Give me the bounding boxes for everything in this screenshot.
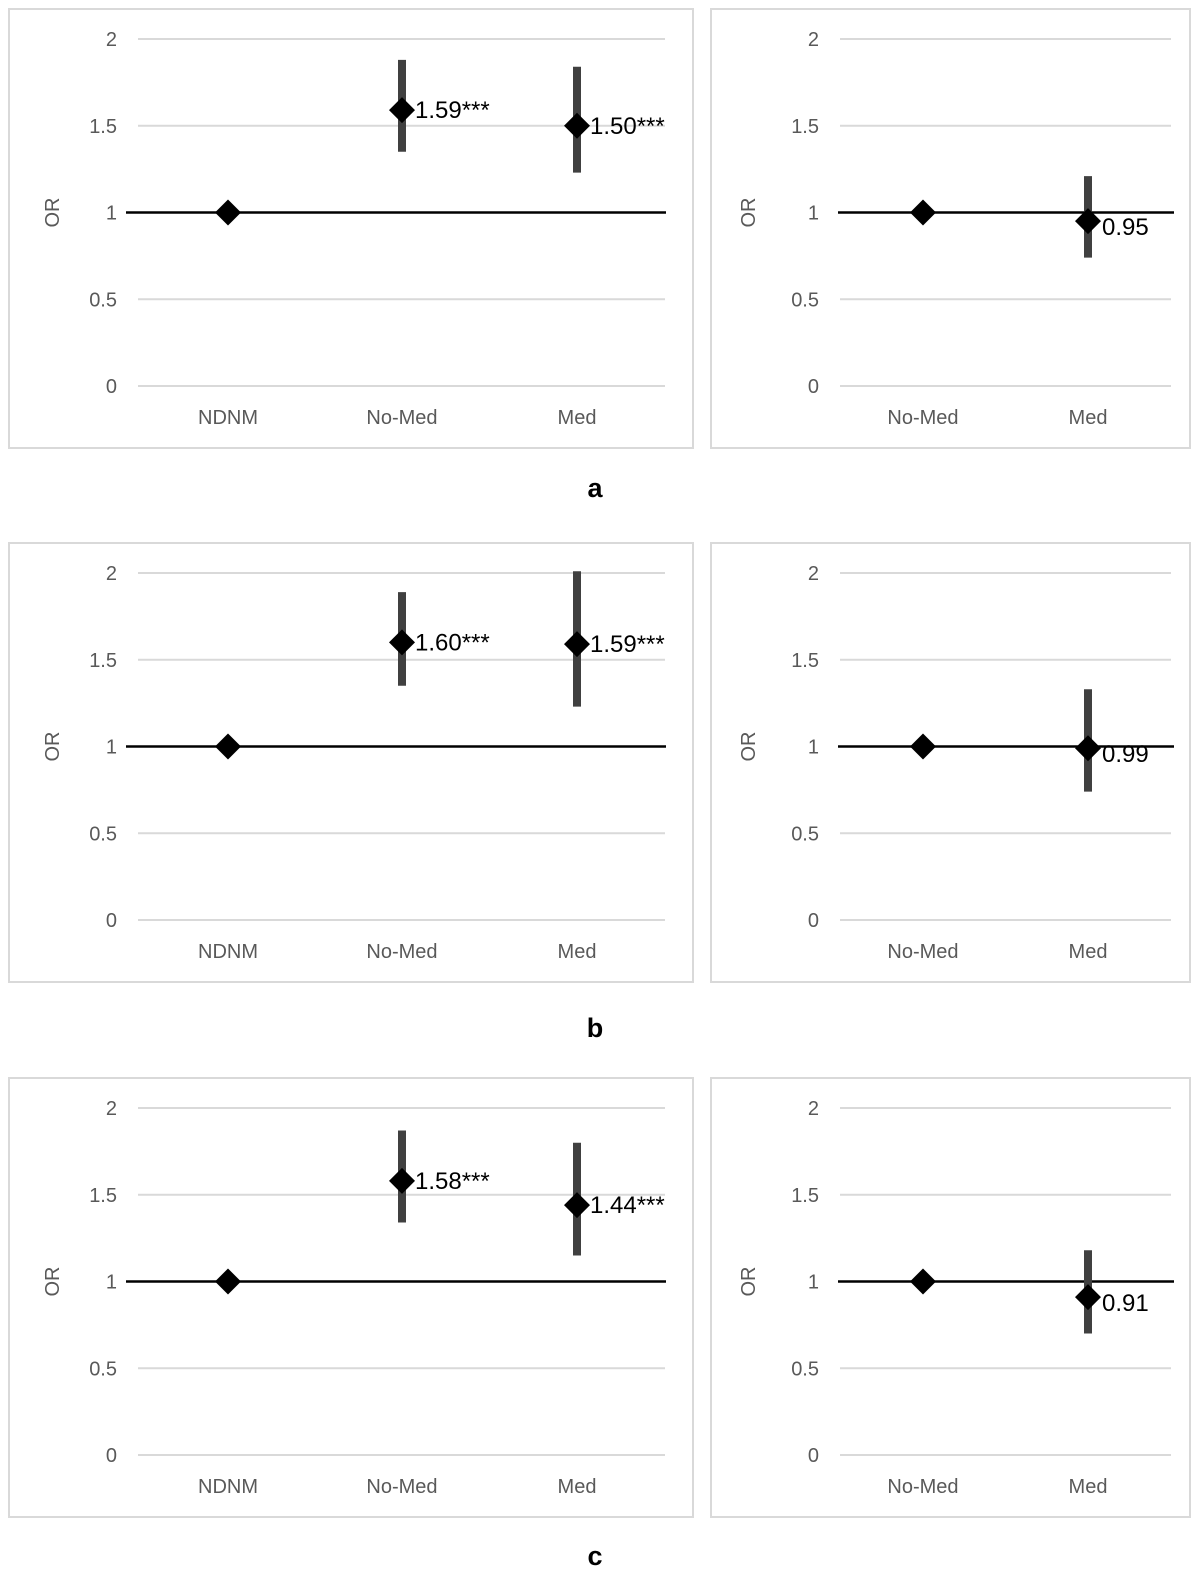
y-tick-label: 0 xyxy=(106,376,117,398)
y-tick-label: 0 xyxy=(808,1445,819,1467)
y-tick-label: 1.5 xyxy=(89,650,117,672)
x-tick-label: No-Med xyxy=(887,407,958,429)
caption-b: b xyxy=(586,1013,604,1043)
x-tick-label: Med xyxy=(1069,941,1108,963)
y-tick-label: 1.5 xyxy=(791,1185,819,1207)
y-tick-label: 2 xyxy=(808,563,819,585)
y-tick-label: 1 xyxy=(106,1272,117,1294)
x-tick-label: NDNM xyxy=(198,941,258,963)
data-point-marker xyxy=(564,631,590,658)
x-tick-label: No-Med xyxy=(887,1476,958,1498)
x-tick-label: No-Med xyxy=(887,941,958,963)
chart-c-left: 0 0.5 1 1.5 2 OR NDNM No-Med 1.58*** Med 1.44*** xyxy=(8,1077,694,1518)
y-tick-label: 1 xyxy=(106,203,117,225)
x-tick-label: NDNM xyxy=(198,407,258,429)
chart-c-right-svg: 0 0.5 1 1.5 2 OR No-Med Med 0.91 xyxy=(738,1098,1174,1498)
y-axis-label: OR xyxy=(738,198,760,228)
data-label: 1.44*** xyxy=(590,1192,665,1219)
data-point-marker xyxy=(1075,208,1101,235)
caption-a: a xyxy=(587,473,603,503)
y-tick-label: 1.5 xyxy=(89,116,117,138)
y-tick-label: 0.5 xyxy=(791,289,819,311)
x-tick-label: Med xyxy=(558,941,597,963)
y-tick-label: 2 xyxy=(808,29,819,51)
chart-a-left: 0 0.5 1 1.5 2 OR NDNM No-Med 1.59*** Med 1.50*** xyxy=(8,8,694,449)
y-axis-label: OR xyxy=(42,198,64,228)
y-tick-label: 0.5 xyxy=(89,823,117,845)
data-point-marker xyxy=(910,1268,936,1295)
data-point-marker xyxy=(389,1167,415,1194)
x-tick-label: Med xyxy=(558,1476,597,1498)
chart-a-left-svg: 0 0.5 1 1.5 2 OR NDNM No-Med 1.59*** Med 1.50*** xyxy=(42,29,666,429)
y-tick-label: 1 xyxy=(808,203,819,225)
y-axis-label: OR xyxy=(42,1267,64,1297)
y-tick-label: 0 xyxy=(808,376,819,398)
chart-c-right: 0 0.5 1 1.5 2 OR No-Med Med 0.91 xyxy=(710,1077,1191,1518)
y-tick-label: 0 xyxy=(106,910,117,932)
y-tick-label: 0 xyxy=(808,910,819,932)
x-tick-label: No-Med xyxy=(366,941,437,963)
data-label: 1.60*** xyxy=(415,629,490,656)
data-label: 0.95 xyxy=(1102,214,1149,241)
chart-b-left: 0 0.5 1 1.5 2 OR NDNM No-Med 1.60*** Med 1.59*** xyxy=(8,542,694,983)
y-tick-label: 0.5 xyxy=(791,1358,819,1380)
chart-c-left-svg: 0 0.5 1 1.5 2 OR NDNM No-Med 1.58*** Med 1.44*** xyxy=(42,1098,666,1498)
data-point-marker xyxy=(1075,1284,1101,1311)
data-label: 1.59*** xyxy=(590,631,665,658)
chart-b-left-svg: 0 0.5 1 1.5 2 OR NDNM No-Med 1.60*** Med 1.59*** xyxy=(42,563,666,963)
y-tick-label: 0.5 xyxy=(791,823,819,845)
y-tick-label: 0.5 xyxy=(89,289,117,311)
data-label: 0.91 xyxy=(1102,1290,1149,1317)
caption-c: c xyxy=(587,1541,603,1571)
data-point-marker xyxy=(1075,735,1101,762)
data-point-marker xyxy=(215,733,241,760)
x-tick-label: No-Med xyxy=(366,1476,437,1498)
chart-a-right: 0 0.5 1 1.5 2 OR No-Med Med 0.95 xyxy=(710,8,1191,449)
y-axis-label: OR xyxy=(42,732,64,762)
y-tick-label: 1 xyxy=(808,737,819,759)
y-tick-label: 1.5 xyxy=(89,1185,117,1207)
data-label: 1.50*** xyxy=(590,113,665,140)
x-tick-label: Med xyxy=(1069,407,1108,429)
chart-b-right-svg: 0 0.5 1 1.5 2 OR No-Med Med 0.99 xyxy=(738,563,1174,963)
data-label: 0.99 xyxy=(1102,741,1149,768)
data-label: 1.59*** xyxy=(415,97,490,124)
y-tick-label: 0.5 xyxy=(89,1358,117,1380)
data-point-marker xyxy=(389,629,415,656)
y-tick-label: 2 xyxy=(808,1098,819,1120)
x-tick-label: NDNM xyxy=(198,1476,258,1498)
y-tick-label: 0 xyxy=(106,1445,117,1467)
data-point-marker xyxy=(910,199,936,226)
data-point-marker xyxy=(215,199,241,226)
y-tick-label: 1 xyxy=(106,737,117,759)
y-tick-label: 1 xyxy=(808,1272,819,1294)
y-axis-label: OR xyxy=(738,1267,760,1297)
data-point-marker xyxy=(910,733,936,760)
x-tick-label: No-Med xyxy=(366,407,437,429)
y-tick-label: 2 xyxy=(106,29,117,51)
chart-b-right: 0 0.5 1 1.5 2 OR No-Med Med 0.99 xyxy=(710,542,1191,983)
data-point-marker xyxy=(564,1192,590,1219)
data-point-marker xyxy=(564,112,590,139)
y-axis-label: OR xyxy=(738,732,760,762)
x-tick-label: Med xyxy=(558,407,597,429)
y-tick-label: 2 xyxy=(106,563,117,585)
data-label: 1.58*** xyxy=(415,1168,490,1195)
x-tick-label: Med xyxy=(1069,1476,1108,1498)
chart-a-right-svg: 0 0.5 1 1.5 2 OR No-Med Med 0.95 xyxy=(738,29,1174,429)
y-tick-label: 1.5 xyxy=(791,650,819,672)
y-tick-label: 1.5 xyxy=(791,116,819,138)
data-point-marker xyxy=(389,97,415,124)
data-point-marker xyxy=(215,1268,241,1295)
y-tick-label: 2 xyxy=(106,1098,117,1120)
